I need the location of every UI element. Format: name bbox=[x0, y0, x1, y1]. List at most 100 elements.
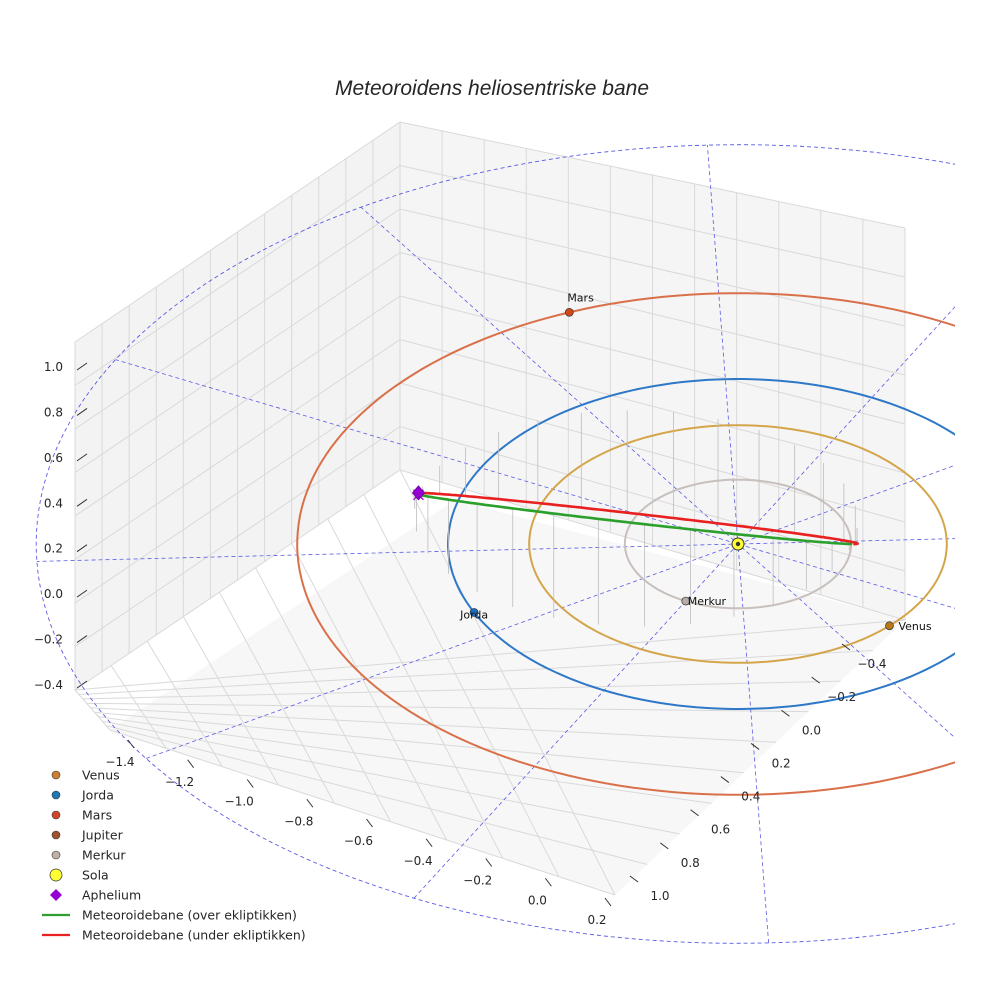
y-tick-mark bbox=[690, 809, 699, 817]
z-tick-label: −0.2 bbox=[34, 633, 63, 647]
grid-line bbox=[94, 711, 744, 774]
z-tick-label: −0.4 bbox=[34, 678, 63, 692]
x-tick-mark bbox=[366, 818, 373, 828]
legend-item-aphelium-marker bbox=[50, 889, 62, 901]
orbit-merkur bbox=[623, 478, 853, 610]
grid-line bbox=[399, 469, 616, 896]
x-tick-label: −1.0 bbox=[225, 795, 254, 809]
planet-mars bbox=[564, 307, 574, 317]
y-tick-label: 1.0 bbox=[650, 889, 669, 903]
axis-grid bbox=[74, 121, 906, 896]
legend: Venus Jorda Mars Jupiter Merkur Sola Aphelium M… bbox=[42, 768, 306, 943]
y-tick-label: −0.2 bbox=[827, 690, 856, 704]
y-tick-label: 0.4 bbox=[741, 790, 760, 804]
plot-area: Mars Merkur Venus Jorda bbox=[35, 144, 955, 944]
grid-line bbox=[291, 543, 448, 841]
x-tick-label: −0.6 bbox=[344, 834, 373, 848]
x-tick-mark bbox=[187, 759, 195, 769]
x-tick-label: −0.2 bbox=[463, 874, 492, 888]
grid-line bbox=[110, 665, 167, 749]
legend-item-meteoroidebane-over-ekliptikken-label: Meteoroidebane (over ekliptikken) bbox=[82, 908, 297, 923]
legend-item-jupiter-label: Jupiter bbox=[81, 828, 124, 843]
z-tick-mark bbox=[76, 635, 88, 643]
grid-line bbox=[74, 121, 906, 343]
legend-item-mars-label: Mars bbox=[82, 808, 112, 823]
grid-line bbox=[78, 650, 873, 695]
y-tick-mark bbox=[811, 676, 821, 684]
planet-label-venus: Venus bbox=[898, 620, 931, 633]
axis-ticks: −0.4 −0.2 0.0 0.2 0.4 0.6 0.8 1.0 −1.4 −1.2 −1.0 −0… bbox=[34, 360, 887, 927]
x-tick-mark bbox=[604, 897, 612, 907]
z-tick-label: 0.4 bbox=[44, 496, 63, 510]
legend-item-aphelium-label: Aphelium bbox=[82, 888, 141, 903]
x-tick-label: 0.0 bbox=[528, 893, 547, 907]
z-tick-mark bbox=[76, 362, 88, 371]
y-tick-mark bbox=[781, 709, 790, 717]
y-tick-label: 0.8 bbox=[681, 856, 700, 870]
x-tick-mark bbox=[544, 877, 552, 887]
planet-venus bbox=[885, 621, 894, 631]
grid-line bbox=[74, 295, 906, 517]
legend-item-jorda-label: Jorda bbox=[81, 788, 114, 803]
x-tick-label: −0.8 bbox=[284, 814, 313, 828]
z-tick-mark bbox=[76, 408, 88, 416]
legend-item-venus-label: Venus bbox=[82, 768, 120, 783]
meteoroid-orbit-below bbox=[419, 491, 859, 546]
legend-item-merkur-label: Merkur bbox=[82, 848, 126, 863]
z-tick-mark bbox=[76, 498, 88, 507]
y-tick-mark bbox=[720, 776, 730, 783]
x-tick-mark bbox=[246, 779, 254, 788]
grid-line bbox=[74, 338, 906, 560]
legend-item-merkur-marker bbox=[51, 850, 61, 860]
z-tick-label: 0.2 bbox=[44, 542, 63, 556]
x-tick-label: −0.4 bbox=[404, 854, 433, 868]
grid-line bbox=[255, 567, 391, 822]
y-tick-mark bbox=[629, 875, 639, 883]
planet-label-mars: Mars bbox=[567, 291, 594, 304]
planet-jorda bbox=[469, 608, 479, 617]
legend-item-sola-label: Sola bbox=[82, 868, 109, 883]
grid-line bbox=[74, 689, 111, 731]
y-tick-label: 0.2 bbox=[772, 756, 791, 770]
grid-line bbox=[219, 591, 335, 804]
legend-item-meteoroidebane-under-ekliptikken-label: Meteoroidebane (under ekliptikken) bbox=[82, 928, 306, 943]
z-tick-label: 0.0 bbox=[44, 587, 63, 601]
orbit-venus bbox=[528, 424, 948, 664]
x-tick-mark bbox=[485, 858, 493, 867]
grid-line bbox=[102, 720, 680, 835]
planet-label-merkur: Merkur bbox=[688, 595, 727, 608]
z-tick-mark bbox=[76, 544, 88, 553]
grid-line bbox=[182, 616, 279, 786]
grid-line bbox=[327, 518, 504, 859]
y-tick-label: 0.6 bbox=[711, 823, 730, 837]
z-tick-label: 0.6 bbox=[44, 451, 63, 465]
grid-line bbox=[363, 494, 560, 877]
grid-line bbox=[74, 164, 906, 386]
x-tick-label: −1.2 bbox=[165, 775, 194, 789]
legend-item-venus-marker bbox=[51, 770, 61, 780]
legend-item-jupiter-marker bbox=[51, 830, 61, 840]
legend-item-jorda-marker bbox=[51, 790, 61, 800]
z-tick-mark bbox=[76, 680, 88, 689]
grid-line bbox=[86, 702, 809, 713]
y-tick-mark bbox=[659, 842, 669, 850]
x-tick-mark bbox=[127, 739, 135, 749]
z-tick-label: 0.8 bbox=[44, 405, 63, 419]
y-tick-label: −0.4 bbox=[857, 657, 886, 671]
x-tick-mark bbox=[425, 838, 433, 848]
planet-label-jorda: Jorda bbox=[459, 608, 488, 621]
z-tick-mark bbox=[76, 453, 88, 462]
orbit-mars bbox=[296, 292, 955, 796]
legend-item-mars-marker bbox=[51, 810, 61, 820]
aphelium-marker bbox=[411, 485, 426, 501]
x-tick-mark bbox=[306, 798, 314, 808]
planet-merkur bbox=[681, 596, 691, 606]
y-tick-label: 0.0 bbox=[802, 723, 821, 737]
grid-line bbox=[82, 680, 841, 700]
y-tick-mark bbox=[841, 643, 851, 651]
grid-line bbox=[109, 729, 616, 896]
grid-line bbox=[74, 251, 906, 473]
chart-title: Meteoroidens heliosentriske bane bbox=[335, 77, 649, 100]
sun-center bbox=[735, 541, 741, 547]
